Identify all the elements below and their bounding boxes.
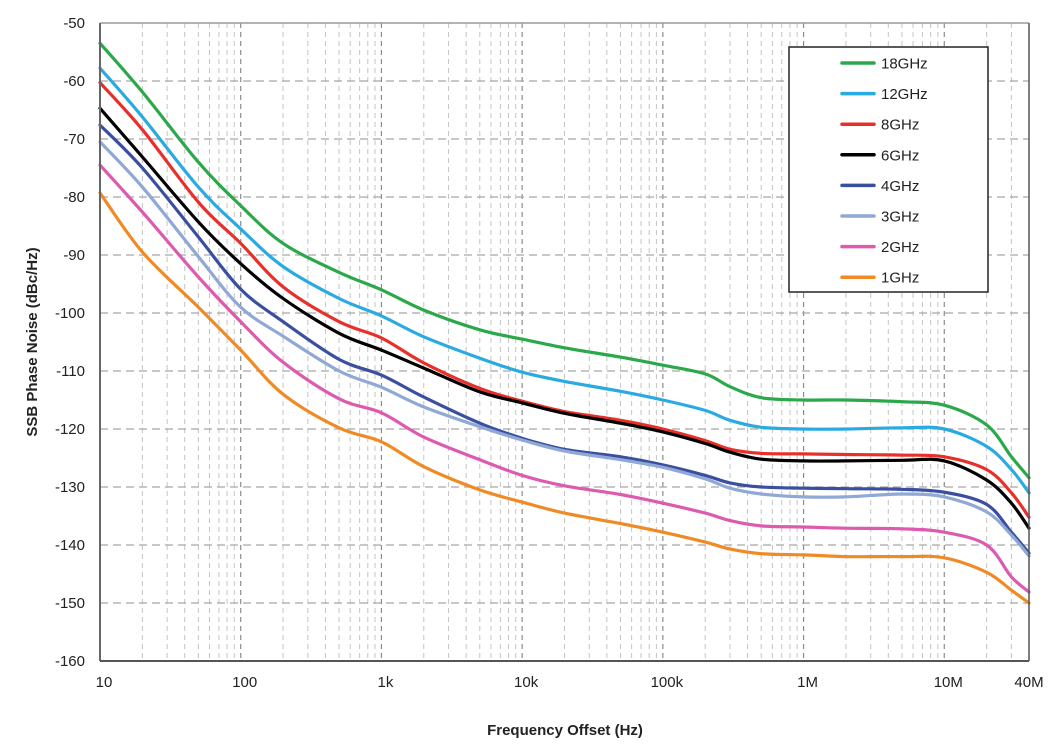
legend: 18GHz 12GHz 8GHz 6GHz 4GHz 3GHz 2GHz 1GHz bbox=[788, 46, 989, 293]
legend-item-12GHz: 12GHz bbox=[840, 86, 928, 103]
legend-label: 6GHz bbox=[881, 147, 919, 164]
x-axis-title: Frequency Offset (Hz) bbox=[487, 722, 643, 739]
y-tick-label: -130 bbox=[55, 479, 85, 496]
legend-item-3GHz: 3GHz bbox=[840, 209, 919, 226]
axes bbox=[99, 22, 1030, 662]
y-tick-label: -100 bbox=[55, 305, 85, 322]
x-tick-label: 10 bbox=[96, 674, 113, 691]
series-line-8GHz bbox=[98, 81, 1031, 519]
legend-label: 3GHz bbox=[881, 209, 919, 226]
legend-label: 2GHz bbox=[881, 239, 919, 256]
y-tick-label: -50 bbox=[63, 15, 85, 32]
x-tick-label: 1k bbox=[378, 674, 394, 691]
legend-item-6GHz: 6GHz bbox=[840, 147, 919, 164]
y-tick-label: -80 bbox=[63, 189, 85, 206]
legend-item-2GHz: 2GHz bbox=[840, 239, 919, 256]
y-tick-label: -120 bbox=[55, 421, 85, 438]
legend-item-8GHz: 8GHz bbox=[840, 117, 919, 134]
legend-item-18GHz: 18GHz bbox=[840, 56, 928, 73]
series-group bbox=[98, 41, 1031, 605]
x-tick-label: 10M bbox=[934, 674, 963, 691]
series-line-6GHz bbox=[98, 106, 1031, 530]
legend-label: 1GHz bbox=[881, 270, 919, 287]
y-tick-label: -60 bbox=[63, 73, 85, 90]
y-tick-label: -150 bbox=[55, 595, 85, 612]
legend-item-4GHz: 4GHz bbox=[840, 178, 919, 195]
y-axis-title: SSB Phase Noise (dBc/Hz) bbox=[24, 247, 41, 436]
legend-box bbox=[788, 46, 989, 293]
y-tick-label: -140 bbox=[55, 537, 85, 554]
legend-label: 18GHz bbox=[881, 56, 928, 73]
legend-label: 8GHz bbox=[881, 117, 919, 134]
x-tick-label: 40M bbox=[1014, 674, 1043, 691]
series-line-3GHz bbox=[98, 140, 1031, 558]
x-tick-label: 100k bbox=[651, 674, 684, 691]
y-tick-label: -160 bbox=[55, 653, 85, 670]
x-tick-labels: 10 100 1k 10k 100k 1M 10M 40M bbox=[96, 674, 1044, 691]
y-tick-label: -90 bbox=[63, 247, 85, 264]
series-line-12GHz bbox=[98, 66, 1031, 495]
series-line-2GHz bbox=[98, 163, 1031, 594]
legend-item-1GHz: 1GHz bbox=[840, 270, 919, 287]
legend-label: 4GHz bbox=[881, 178, 919, 195]
x-tick-label: 1M bbox=[797, 674, 818, 691]
series-line-1GHz bbox=[98, 191, 1031, 605]
y-tick-labels: -50 -60 -70 -80 -90 -100 -110 -120 -130 -140 -150 -… bbox=[55, 15, 85, 670]
legend-label: 12GHz bbox=[881, 86, 928, 103]
x-tick-label: 100 bbox=[232, 674, 257, 691]
series-line-18GHz bbox=[98, 41, 1031, 480]
y-tick-label: -110 bbox=[56, 363, 85, 380]
series-line-4GHz bbox=[98, 123, 1031, 555]
x-tick-label: 10k bbox=[514, 674, 539, 691]
y-tick-label: -70 bbox=[63, 131, 85, 148]
